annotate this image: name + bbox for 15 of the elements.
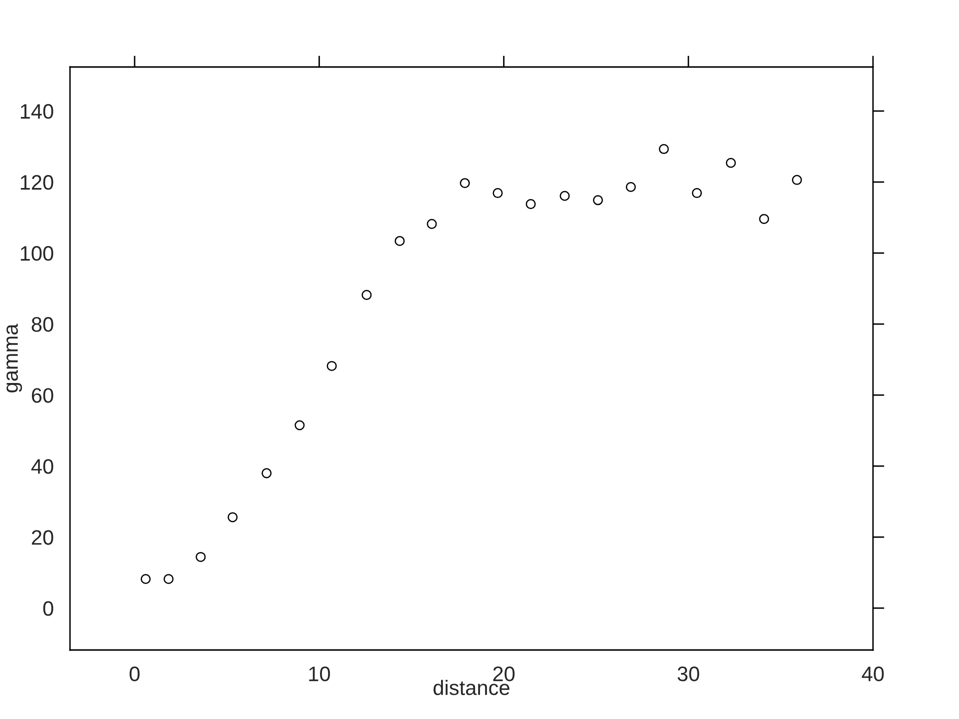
x-tick-label: 40 bbox=[862, 666, 884, 682]
x-tick-label: 20 bbox=[493, 666, 515, 682]
y-axis-title: gamma bbox=[6, 324, 22, 392]
y-tick-label: 100 bbox=[20, 246, 54, 261]
y-tick-label: 60 bbox=[32, 388, 54, 403]
y-tick-label: 20 bbox=[32, 530, 54, 545]
y-tick-label: 80 bbox=[32, 317, 54, 332]
y-tick-label: 120 bbox=[20, 175, 54, 190]
y-tick-label: 40 bbox=[31, 459, 54, 474]
y-tick-label: 140 bbox=[20, 104, 54, 119]
y-tick-label: 0 bbox=[43, 601, 54, 616]
x-tick-label: 30 bbox=[678, 666, 700, 682]
x-tick-label: 0 bbox=[130, 666, 140, 682]
x-axis-title: distance bbox=[434, 680, 510, 696]
x-tick-label: 10 bbox=[309, 666, 330, 682]
